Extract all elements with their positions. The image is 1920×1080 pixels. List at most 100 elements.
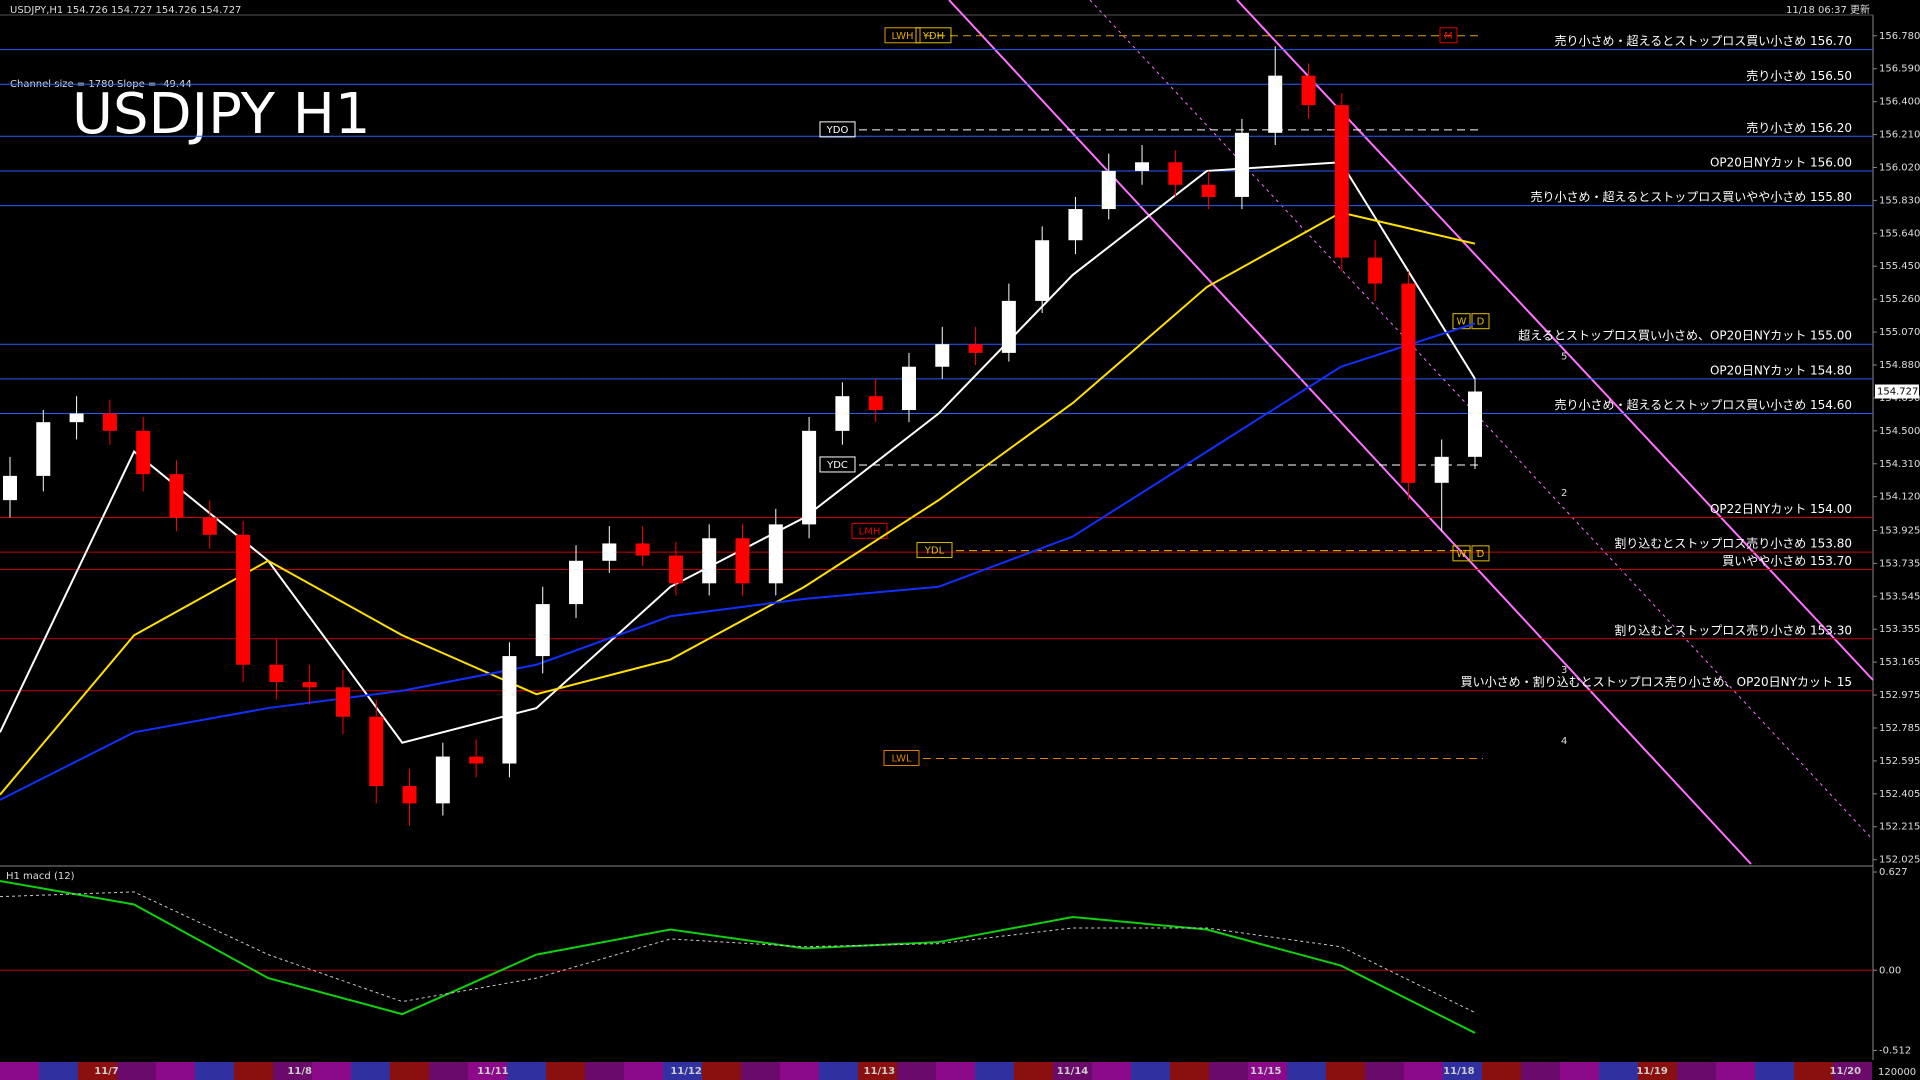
- time-bar-segment: [351, 1062, 390, 1080]
- time-bar-segment: [273, 1062, 312, 1080]
- time-bar-segment: [1794, 1062, 1833, 1080]
- time-bar-segment: [156, 1062, 195, 1080]
- time-bar-segment: [702, 1062, 741, 1080]
- x-tick-label: 11/19: [1636, 1066, 1668, 1077]
- wave-label: 4: [1561, 736, 1567, 747]
- macd-line: [0, 879, 1476, 1034]
- candle-body: [802, 430, 817, 525]
- macd-line: [0, 891, 1476, 1014]
- annotation-label: LMH: [859, 526, 881, 537]
- candle-body: [768, 524, 783, 584]
- time-bar-segment: [1443, 1062, 1482, 1080]
- candle-body: [602, 543, 617, 561]
- level-label: 買いやや小さめ 153.70: [1722, 554, 1852, 568]
- time-bar-segment: [1209, 1062, 1248, 1080]
- annotation-label: D: [1477, 317, 1485, 328]
- time-bar-segment: [1560, 1062, 1599, 1080]
- annotation-box: [916, 542, 953, 559]
- time-bar-segment: [1326, 1062, 1365, 1080]
- y-tick-label: 0.00: [1879, 965, 1901, 976]
- channel-line: [948, 0, 1752, 865]
- time-bar-segment: [663, 1062, 702, 1080]
- annotation-box: [1471, 313, 1490, 330]
- time-bar-segment: [1248, 1062, 1287, 1080]
- annotation-label: YDC: [826, 460, 848, 471]
- chart-title: USDJPY H1: [72, 82, 370, 147]
- candle-body: [1001, 300, 1016, 353]
- y-tick-label: 152.785: [1879, 723, 1920, 734]
- time-bar-segment: [585, 1062, 624, 1080]
- candle-body: [1468, 391, 1482, 457]
- y-tick-label: 153.545: [1879, 591, 1920, 602]
- time-bar-segment: [975, 1062, 1014, 1080]
- y-tick-label: 152.595: [1879, 756, 1920, 767]
- annotation-label: YDO: [826, 125, 849, 136]
- time-bar-segment: [1287, 1062, 1326, 1080]
- time-bar-segment: [780, 1062, 819, 1080]
- time-bar-segment: [1521, 1062, 1560, 1080]
- candle-body: [1368, 257, 1383, 284]
- time-bar-segment: [429, 1062, 468, 1080]
- candle-body: [269, 664, 284, 683]
- candle-body: [735, 538, 750, 584]
- annotation-label: W: [1457, 549, 1467, 560]
- time-bar-segment: [741, 1062, 780, 1080]
- level-label: 割り込むとストップロス売り小さめ 153.30: [1614, 622, 1852, 637]
- y-tick-label: 156.400: [1879, 97, 1920, 108]
- candle-body: [1434, 456, 1449, 483]
- wave-label: 3: [1561, 665, 1567, 676]
- time-bar-segment: [1365, 1062, 1404, 1080]
- annotation-box: [851, 522, 888, 539]
- candle-body: [1268, 75, 1283, 133]
- annotation-box: [915, 27, 952, 44]
- y-tick-label: 153.925: [1879, 525, 1920, 536]
- candle-body: [102, 413, 117, 431]
- candle-body: [868, 396, 883, 411]
- time-bar-segment: [936, 1062, 975, 1080]
- time-bar-segment: [390, 1062, 429, 1080]
- annotation-box: [1439, 27, 1458, 44]
- x-tick-label: 11/8: [287, 1066, 312, 1077]
- x-tick-label: 11/15: [1250, 1066, 1282, 1077]
- wave-label: 5: [1561, 351, 1567, 362]
- candle-body: [635, 543, 650, 556]
- candle-body: [569, 560, 584, 605]
- wave-label: 2: [1561, 488, 1567, 499]
- candle-body: [1101, 170, 1116, 210]
- candle-body: [69, 413, 84, 423]
- level-label: 超えるとストップロス買い小さめ、OP20日NYカット 155.00: [1518, 328, 1852, 343]
- time-bar-segment: [1404, 1062, 1443, 1080]
- candle-body: [901, 366, 916, 411]
- level-label: 売り小さめ 156.50: [1746, 68, 1852, 83]
- candle-body: [202, 517, 217, 535]
- candle-body: [535, 604, 550, 657]
- time-bar-segment: [1092, 1062, 1131, 1080]
- x-tick-label: 11/12: [670, 1066, 702, 1077]
- candle-body: [369, 716, 384, 787]
- candle-body: [668, 555, 683, 584]
- y-tick-label: 153.735: [1879, 558, 1920, 569]
- time-bar-segment: [546, 1062, 585, 1080]
- annotation-box: [883, 749, 920, 766]
- current-price-label: 154.727: [1877, 387, 1918, 398]
- y-tick-label: 156.020: [1879, 162, 1920, 173]
- y-tick-label: -0.512: [1879, 1045, 1911, 1056]
- time-bar-segment: [1014, 1062, 1053, 1080]
- candle-body: [236, 534, 251, 665]
- candle-body: [1035, 240, 1050, 301]
- level-label: OP22日NYカット 154.00: [1710, 502, 1852, 516]
- time-bar-segment: [234, 1062, 273, 1080]
- y-tick-label: 156.780: [1879, 31, 1920, 42]
- candle-body: [935, 344, 950, 367]
- annotation-label: YDL: [924, 546, 945, 557]
- x-tick-label: 11/11: [477, 1066, 509, 1077]
- level-label: OP20日NYカット 154.80: [1710, 363, 1852, 377]
- annotation-box: [884, 27, 921, 44]
- time-bar-segment: [1053, 1062, 1092, 1080]
- time-bar-segment: [1131, 1062, 1170, 1080]
- candle-body: [1234, 132, 1249, 197]
- candle-body: [1168, 162, 1183, 185]
- annotation-label: LWL: [891, 753, 912, 764]
